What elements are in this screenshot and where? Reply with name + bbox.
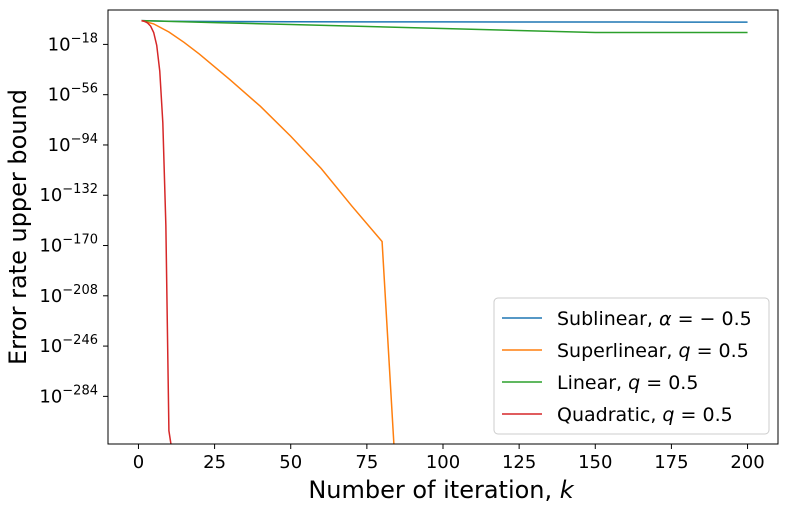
x-axis-ticks: 0 25 50 75 100 125 150 175 200 bbox=[133, 444, 765, 473]
x-tick-label: 125 bbox=[502, 452, 536, 473]
x-tick-label: 0 bbox=[133, 452, 144, 473]
series-lines bbox=[141, 19, 748, 444]
x-tick-label: 150 bbox=[578, 452, 612, 473]
legend: Sublinear, α = − 0.5 Superlinear, q = 0.5… bbox=[493, 297, 770, 435]
y-tick-label: 10−246 bbox=[39, 333, 98, 357]
y-axis-ticks: 10−18 10−56 10−94 10−132 10−170 10−208 10−246 1… bbox=[39, 31, 108, 407]
legend-label-1: Superlinear, q = 0.5 bbox=[557, 340, 749, 362]
legend-label-2: Linear, q = 0.5 bbox=[557, 372, 698, 394]
x-tick-label: 100 bbox=[426, 452, 460, 473]
x-tick-label: 75 bbox=[355, 452, 378, 473]
series-line-1 bbox=[141, 19, 395, 444]
series-line-3 bbox=[141, 19, 172, 444]
x-tick-label: 25 bbox=[203, 452, 226, 473]
y-tick-label: 10−284 bbox=[39, 383, 98, 407]
legend-label-3: Quadratic, q = 0.5 bbox=[557, 404, 733, 426]
series-line-2 bbox=[141, 19, 748, 34]
x-tick-label: 50 bbox=[279, 452, 302, 473]
y-tick-label: 10−94 bbox=[48, 132, 98, 156]
y-tick-label: 10−170 bbox=[39, 233, 98, 257]
legend-label-0: Sublinear, α = − 0.5 bbox=[557, 308, 752, 330]
series-line-0 bbox=[141, 19, 748, 23]
y-tick-label: 10−208 bbox=[39, 283, 98, 307]
x-tick-label: 175 bbox=[654, 452, 688, 473]
x-tick-label: 200 bbox=[730, 452, 764, 473]
y-tick-label: 10−18 bbox=[48, 31, 98, 55]
y-tick-label: 10−56 bbox=[48, 82, 98, 106]
x-axis-label: Number of iteration, k bbox=[308, 476, 574, 504]
y-axis-label: Error rate upper bound bbox=[4, 89, 32, 365]
y-tick-label: 10−132 bbox=[39, 182, 98, 206]
legend-frame bbox=[493, 297, 770, 435]
